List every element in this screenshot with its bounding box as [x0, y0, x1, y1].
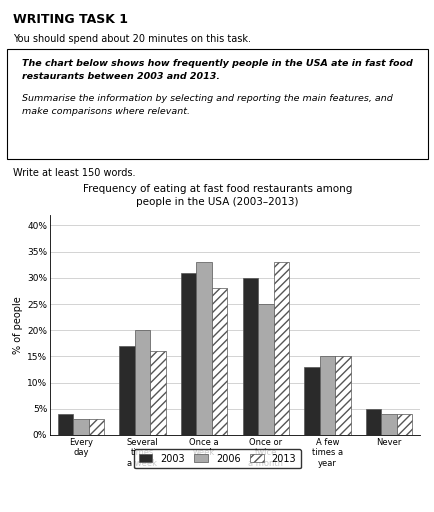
Bar — [365, 409, 381, 435]
Bar — [396, 414, 411, 435]
Text: The chart below shows how frequently people in the USA ate in fast food: The chart below shows how frequently peo… — [22, 59, 411, 68]
Bar — [196, 262, 211, 435]
Text: make comparisons where relevant.: make comparisons where relevant. — [22, 107, 189, 116]
Bar — [181, 272, 196, 435]
Bar — [273, 262, 288, 435]
Bar — [135, 330, 150, 435]
Bar — [335, 356, 350, 435]
Text: Frequency of eating at fast food restaurants among: Frequency of eating at fast food restaur… — [82, 184, 352, 194]
Y-axis label: % of people: % of people — [13, 296, 23, 354]
Bar — [89, 419, 104, 435]
Bar — [119, 346, 135, 435]
Text: restaurants between 2003 and 2013.: restaurants between 2003 and 2013. — [22, 72, 219, 81]
Text: people in the USA (2003–2013): people in the USA (2003–2013) — [136, 197, 298, 207]
Legend: 2003, 2006, 2013: 2003, 2006, 2013 — [134, 449, 300, 468]
Bar — [304, 367, 319, 435]
Bar — [73, 419, 89, 435]
Bar — [257, 304, 273, 435]
Bar — [58, 414, 73, 435]
Text: Write at least 150 words.: Write at least 150 words. — [13, 168, 135, 178]
Text: WRITING TASK 1: WRITING TASK 1 — [13, 13, 128, 26]
Bar — [242, 278, 257, 435]
Text: You should spend about 20 minutes on this task.: You should spend about 20 minutes on thi… — [13, 34, 250, 44]
Text: Summarise the information by selecting and reporting the main features, and: Summarise the information by selecting a… — [22, 94, 391, 103]
Bar — [381, 414, 396, 435]
Bar — [150, 351, 165, 435]
Bar — [319, 356, 335, 435]
Bar — [211, 288, 227, 435]
